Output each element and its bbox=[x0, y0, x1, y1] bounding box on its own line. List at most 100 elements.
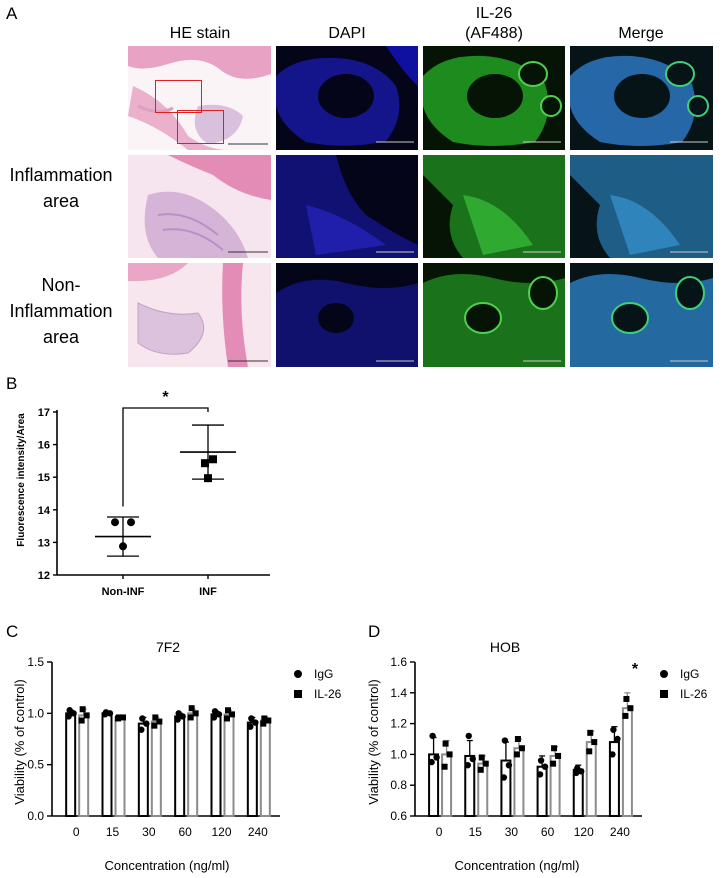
chart-d-point-il26 bbox=[591, 739, 598, 746]
chart-d-bar-igg bbox=[608, 741, 620, 817]
chart-d-point-igg bbox=[500, 774, 508, 781]
chart-c-point-igg bbox=[143, 720, 150, 727]
chart-b-ytick-label: 17 bbox=[38, 407, 50, 419]
chart-d: HOB Viability (% of control) Concentrati… bbox=[366, 639, 708, 873]
chart-d-point-il26 bbox=[518, 745, 525, 752]
chart-d-xtick-label: 60 bbox=[541, 825, 555, 839]
chart-c-point-igg bbox=[65, 713, 72, 720]
il26-inflammation-image bbox=[423, 155, 565, 258]
he-overview-image bbox=[128, 46, 271, 150]
chart-d-bar-igg bbox=[572, 768, 584, 818]
merge-overview-image bbox=[570, 46, 713, 150]
chart-b: Fluorescence intensity/Area 12 13 14 15 16 17… bbox=[16, 389, 270, 598]
chart-b-point-inf bbox=[204, 474, 212, 483]
chart-d-title: HOB bbox=[490, 639, 520, 655]
chart-d-xtick-label: 240 bbox=[610, 825, 630, 839]
chart-c-point-il26 bbox=[187, 714, 194, 721]
chart-d-point-igg bbox=[469, 755, 476, 763]
chart-c-xtick-label: 120 bbox=[211, 825, 231, 839]
chart-d-point-il26 bbox=[623, 695, 630, 702]
chart-d-point-igg bbox=[433, 754, 440, 761]
panel-a-letter: A bbox=[6, 4, 18, 23]
chart-d-point-il26 bbox=[513, 751, 520, 758]
chart-c-point-igg bbox=[211, 708, 219, 715]
chart-d-point-igg bbox=[610, 726, 617, 733]
chart-c-point-il26 bbox=[229, 711, 235, 718]
chart-c-ytick-label: 0.5 bbox=[27, 758, 44, 772]
chart-c-point-il26 bbox=[260, 720, 267, 727]
chart-c-bar-igg bbox=[174, 715, 186, 817]
merge-non-inflammation-image bbox=[570, 263, 713, 367]
chart-d-bar-il26 bbox=[513, 747, 525, 817]
chart-d-point-il26 bbox=[555, 752, 562, 759]
chart-c-point-il26 bbox=[151, 722, 158, 729]
column-header-he: HE stain bbox=[169, 25, 231, 42]
il26-non-inflammation-image bbox=[423, 263, 565, 367]
chart-c-bar-il26 bbox=[114, 716, 126, 817]
chart-d-xtick-label: 0 bbox=[436, 825, 443, 839]
chart-c-point-il26 bbox=[224, 715, 230, 722]
chart-c-bar-il26 bbox=[223, 713, 235, 817]
chart-d-significance-star: * bbox=[632, 661, 639, 678]
chart-c-point-igg bbox=[210, 714, 218, 721]
chart-c: 7F2 Viability (% of control) Concentrati… bbox=[12, 639, 342, 873]
chart-b-ytick-label: 14 bbox=[38, 505, 51, 517]
chart-d-point-il26 bbox=[550, 760, 557, 767]
inset-box-non-inflammation bbox=[177, 110, 224, 144]
chart-c-point-il26 bbox=[79, 706, 86, 713]
chart-d-point-il26 bbox=[587, 729, 594, 736]
chart-d-bar-il26 bbox=[441, 753, 453, 817]
chart-d-point-il26 bbox=[551, 745, 558, 752]
chart-c-legend-il26-marker bbox=[294, 690, 302, 698]
chart-d-legend-il26-label: IL-26 bbox=[680, 687, 708, 701]
chart-b-ytick-label: 13 bbox=[38, 537, 50, 549]
row-header-inflammation: Inflammation area bbox=[9, 165, 113, 211]
chart-b-point-non-inf bbox=[119, 542, 127, 551]
inset-box-inflammation bbox=[155, 80, 202, 113]
chart-c-xtick-label: 15 bbox=[106, 825, 120, 839]
chart-c-point-il26 bbox=[156, 718, 163, 725]
chart-d-ytick-label: 1.6 bbox=[390, 655, 407, 669]
chart-d-point-igg bbox=[614, 735, 621, 743]
chart-c-point-il26 bbox=[152, 714, 159, 721]
chart-b-point-non-inf bbox=[127, 518, 135, 527]
chart-c-bar-il26 bbox=[150, 720, 162, 817]
chart-b-point-inf bbox=[201, 459, 209, 468]
chart-c-bar-igg bbox=[210, 713, 222, 817]
chart-b-xtick-label: Non-INF bbox=[102, 586, 145, 598]
chart-d-bar-il26 bbox=[621, 707, 633, 817]
chart-d-point-il26 bbox=[622, 712, 629, 719]
il26-overview-image bbox=[423, 46, 565, 150]
chart-c-xlabel: Concentration (ng/ml) bbox=[105, 858, 230, 873]
chart-c-title: 7F2 bbox=[156, 639, 180, 655]
chart-d-xtick-label: 120 bbox=[574, 825, 594, 839]
chart-b-ytick-label: 15 bbox=[38, 472, 50, 484]
chart-d-point-il26 bbox=[442, 740, 449, 747]
chart-d-ytick-label: 0.8 bbox=[390, 778, 407, 792]
he-inflammation-image bbox=[128, 155, 271, 258]
chart-d-point-il26 bbox=[514, 736, 521, 742]
chart-c-ytick-label: 0.0 bbox=[27, 809, 44, 823]
chart-c-legend-igg-label: IgG bbox=[314, 667, 333, 681]
chart-c-point-il26 bbox=[120, 714, 126, 721]
chart-d-xlabel: Concentration (ng/ml) bbox=[455, 858, 580, 873]
chart-c-bar-igg bbox=[65, 712, 77, 817]
chart-c-xtick-label: 0 bbox=[73, 825, 80, 839]
chart-d-point-il26 bbox=[446, 751, 453, 758]
chart-d-point-igg bbox=[505, 761, 513, 769]
chart-d-point-igg bbox=[501, 737, 509, 744]
chart-d-point-igg bbox=[465, 732, 472, 740]
column-header-merge: Merge bbox=[618, 25, 664, 42]
chart-c-xtick-label: 60 bbox=[178, 825, 192, 839]
chart-c-point-igg bbox=[138, 726, 145, 733]
chart-c-legend-il26-label: IL-26 bbox=[314, 687, 342, 701]
chart-d-point-il26 bbox=[478, 754, 485, 761]
chart-d-point-igg bbox=[536, 771, 544, 778]
chart-c-bar-igg bbox=[101, 712, 113, 817]
chart-c-bar-igg bbox=[137, 722, 149, 817]
chart-c-bar-il26 bbox=[78, 714, 90, 817]
chart-c-bar-il26 bbox=[259, 719, 271, 817]
chart-c-bar-il26 bbox=[187, 712, 199, 817]
chart-d-point-il26 bbox=[627, 705, 634, 712]
chart-d-point-il26 bbox=[586, 748, 593, 755]
